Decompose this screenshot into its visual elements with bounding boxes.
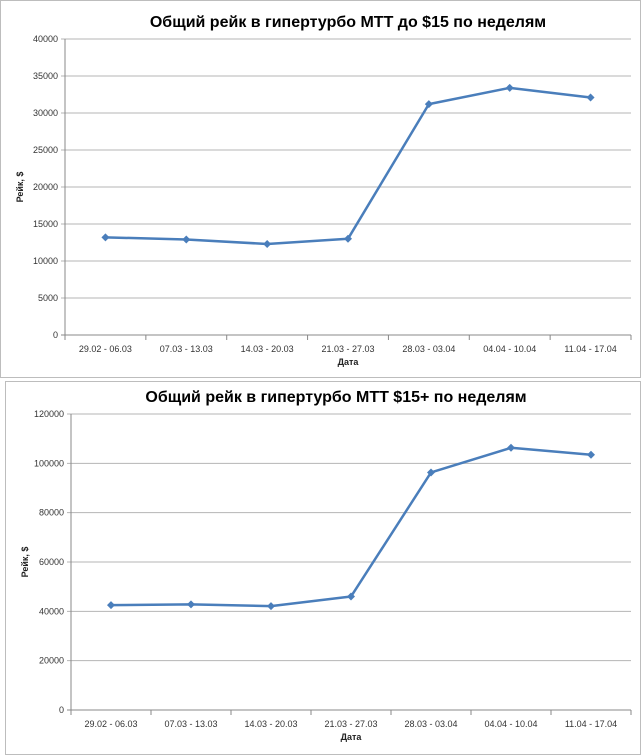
data-point-marker bbox=[347, 592, 355, 601]
chart-panel-1: Общий рейк в гипертурбо МТТ до $15 по не… bbox=[0, 0, 641, 378]
data-point-marker bbox=[267, 602, 275, 611]
y-tick-label: 10000 bbox=[33, 256, 58, 266]
y-tick-label: 20000 bbox=[39, 656, 64, 666]
x-tick-label: 14.03 - 20.03 bbox=[244, 719, 297, 729]
data-point-marker bbox=[586, 93, 595, 102]
x-tick-label: 07.03 - 13.03 bbox=[164, 719, 217, 729]
y-axis-label: Рейк, $ bbox=[15, 172, 25, 203]
y-tick-label: 30000 bbox=[33, 108, 58, 118]
y-tick-label: 80000 bbox=[39, 508, 64, 518]
data-point-marker bbox=[187, 600, 195, 609]
data-point-marker bbox=[507, 443, 515, 452]
data-point-marker bbox=[505, 83, 514, 92]
y-tick-label: 40000 bbox=[39, 606, 64, 616]
x-tick-label: 28.03 - 03.04 bbox=[402, 344, 455, 354]
chart-1: Общий рейк в гипертурбо МТТ до $15 по не… bbox=[15, 14, 632, 367]
y-tick-label: 0 bbox=[53, 330, 58, 340]
y-tick-label: 20000 bbox=[33, 182, 58, 192]
chart-title: Общий рейк в гипертурбо МТТ до $15 по не… bbox=[150, 14, 546, 31]
y-tick-label: 0 bbox=[59, 705, 64, 715]
y-tick-label: 35000 bbox=[33, 71, 58, 81]
x-tick-label: 29.02 - 06.03 bbox=[79, 344, 132, 354]
x-tick-label: 28.03 - 03.04 bbox=[404, 719, 457, 729]
y-tick-label: 100000 bbox=[34, 458, 64, 468]
x-tick-label: 07.03 - 13.03 bbox=[160, 344, 213, 354]
series-line bbox=[105, 86, 591, 246]
data-point-marker bbox=[107, 601, 115, 610]
x-tick-label: 11.04 - 17.04 bbox=[564, 344, 616, 354]
x-tick-label: 14.03 - 20.03 bbox=[241, 344, 294, 354]
data-point-marker bbox=[263, 239, 272, 248]
y-tick-label: 120000 bbox=[34, 409, 64, 419]
chart-title: Общий рейк в гипертурбо МТТ $15+ по неде… bbox=[145, 389, 526, 406]
data-point-marker bbox=[344, 234, 352, 243]
series-line bbox=[110, 446, 592, 608]
data-point-marker bbox=[424, 100, 433, 109]
x-tick-label: 21.03 - 27.03 bbox=[324, 719, 377, 729]
x-tick-label: 04.04 - 10.04 bbox=[483, 344, 536, 354]
x-tick-label: 29.02 - 06.03 bbox=[84, 719, 137, 729]
y-tick-label: 60000 bbox=[39, 557, 64, 567]
x-tick-label: 11.04 - 17.04 bbox=[565, 719, 617, 729]
chart-panel-2: Общий рейк в гипертурбо МТТ $15+ по неде… bbox=[5, 381, 641, 755]
x-axis-label: Дата bbox=[341, 732, 363, 742]
y-tick-label: 15000 bbox=[33, 219, 58, 229]
x-tick-label: 21.03 - 27.03 bbox=[321, 344, 374, 354]
x-axis-label: Дата bbox=[338, 357, 360, 367]
data-point-marker bbox=[587, 450, 595, 459]
y-axis-label: Рейк, $ bbox=[20, 547, 30, 578]
chart-2: Общий рейк в гипертурбо МТТ $15+ по неде… bbox=[20, 389, 632, 742]
data-point-marker bbox=[427, 468, 435, 477]
y-tick-label: 5000 bbox=[38, 293, 58, 303]
y-tick-label: 25000 bbox=[33, 145, 58, 155]
data-point-marker bbox=[182, 235, 191, 244]
x-tick-label: 04.04 - 10.04 bbox=[484, 719, 537, 729]
y-tick-label: 40000 bbox=[33, 34, 58, 44]
data-point-marker bbox=[101, 233, 110, 242]
